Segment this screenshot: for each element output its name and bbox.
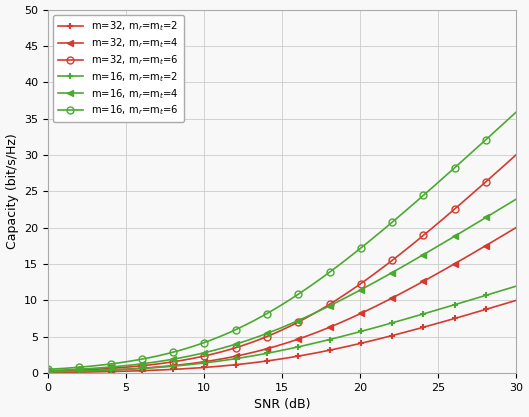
m=32, m_r=m_t=6	[165, 360, 171, 365]
Line: m=32, m_r=m_t=2: m=32, m_r=m_t=2	[44, 297, 520, 376]
m=32, m_r=m_t=4	[321, 327, 327, 332]
m=32, m_r=m_t=4	[397, 291, 404, 296]
m=16, m_r=m_t=2	[358, 329, 364, 334]
m=32, m_r=m_t=6	[257, 337, 263, 342]
m=32, m_r=m_t=4	[165, 364, 171, 369]
m=32, m_r=m_t=2	[127, 369, 134, 374]
m=16, m_r=m_t=6	[321, 274, 327, 279]
m=32, m_r=m_t=2	[358, 341, 364, 346]
m=16, m_r=m_t=4	[165, 357, 171, 362]
m=32, m_r=m_t=6	[397, 251, 404, 256]
m=16, m_r=m_t=6	[358, 246, 364, 251]
m=32, m_r=m_t=2	[257, 359, 263, 364]
m=32, m_r=m_t=6	[45, 369, 51, 374]
m=16, m_r=m_t=2	[127, 367, 134, 372]
m=16, m_r=m_t=6	[257, 315, 263, 320]
m=16, m_r=m_t=4	[397, 265, 404, 270]
Line: m=16, m_r=m_t=2: m=16, m_r=m_t=2	[44, 283, 520, 375]
m=16, m_r=m_t=4	[513, 196, 519, 201]
m=16, m_r=m_t=4	[127, 363, 134, 368]
m=32, m_r=m_t=2	[513, 298, 519, 303]
m=16, m_r=m_t=4	[358, 287, 364, 292]
m=32, m_r=m_t=6	[358, 281, 364, 286]
m=32, m_r=m_t=2	[45, 370, 51, 375]
m=32, m_r=m_t=4	[45, 369, 51, 374]
Line: m=32, m_r=m_t=4: m=32, m_r=m_t=4	[44, 224, 520, 375]
m=16, m_r=m_t=2	[165, 364, 171, 369]
m=16, m_r=m_t=6	[127, 359, 134, 364]
m=16, m_r=m_t=4	[45, 368, 51, 373]
m=16, m_r=m_t=2	[513, 284, 519, 289]
m=16, m_r=m_t=4	[321, 306, 327, 311]
m=32, m_r=m_t=6	[127, 364, 134, 369]
Line: m=16, m_r=m_t=6: m=16, m_r=m_t=6	[44, 108, 520, 373]
m=32, m_r=m_t=4	[127, 367, 134, 372]
m=32, m_r=m_t=4	[358, 311, 364, 316]
m=32, m_r=m_t=6	[513, 152, 519, 157]
m=16, m_r=m_t=4	[257, 334, 263, 339]
m=16, m_r=m_t=6	[45, 367, 51, 372]
m=16, m_r=m_t=6	[165, 351, 171, 356]
m=32, m_r=m_t=6	[321, 305, 327, 310]
m=16, m_r=m_t=2	[257, 352, 263, 357]
Line: m=16, m_r=m_t=4: m=16, m_r=m_t=4	[44, 196, 520, 374]
Y-axis label: Capacity (bit/s/Hz): Capacity (bit/s/Hz)	[6, 133, 19, 249]
m=32, m_r=m_t=4	[257, 348, 263, 353]
X-axis label: SNR (dB): SNR (dB)	[254, 399, 311, 412]
m=16, m_r=m_t=2	[397, 318, 404, 323]
m=16, m_r=m_t=6	[397, 213, 404, 218]
m=16, m_r=m_t=2	[321, 338, 327, 343]
m=16, m_r=m_t=2	[45, 369, 51, 374]
Legend: m=32, m$_r$=m$_t$=2, m=32, m$_r$=m$_t$=4, m=32, m$_r$=m$_t$=6, m=16, m$_r$=m$_t$: m=32, m$_r$=m$_t$=2, m=32, m$_r$=m$_t$=4…	[53, 15, 184, 122]
m=32, m_r=m_t=2	[321, 349, 327, 354]
m=32, m_r=m_t=2	[165, 367, 171, 372]
Line: m=32, m_r=m_t=6: m=32, m_r=m_t=6	[44, 151, 520, 375]
m=32, m_r=m_t=2	[397, 331, 404, 336]
m=32, m_r=m_t=4	[513, 225, 519, 230]
m=16, m_r=m_t=6	[513, 109, 519, 114]
